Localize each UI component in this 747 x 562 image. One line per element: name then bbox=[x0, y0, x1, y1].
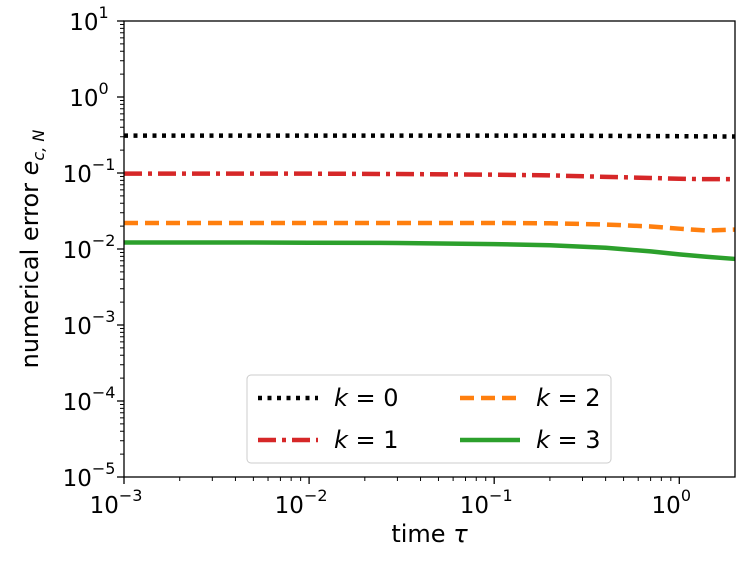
y-tick-label: 10−3 bbox=[63, 307, 116, 340]
legend-label-k0: k = 0 bbox=[334, 384, 399, 412]
legend: k = 0 k = 1 k = 2 k = 3 bbox=[246, 374, 612, 464]
legend-label-k3: k = 3 bbox=[536, 426, 601, 454]
series-line-k1 bbox=[124, 171, 735, 182]
series-line-k2 bbox=[124, 220, 736, 233]
y-tick-label: 10−4 bbox=[63, 383, 116, 416]
y-tick-label: 10−5 bbox=[63, 459, 116, 492]
x-tick-label: 10−2 bbox=[275, 486, 328, 519]
x-tick-label: 100 bbox=[652, 486, 691, 519]
y-axis-label: numerical error ec, N bbox=[16, 130, 48, 369]
y-tick-label: 101 bbox=[69, 3, 108, 36]
series-line-k3 bbox=[124, 240, 736, 262]
y-tick-label: 10−1 bbox=[63, 155, 116, 188]
legend-label-k1: k = 1 bbox=[334, 426, 399, 454]
tick-layer: 10−3 10−2 10−1 100 10−5 10−4 10−3 10−2 10−1 100 10… bbox=[63, 3, 691, 519]
y-tick-label: 10−2 bbox=[63, 231, 116, 264]
legend-label-k2: k = 2 bbox=[536, 384, 601, 412]
x-axis-label: time τ bbox=[391, 520, 468, 548]
x-tick-label: 10−3 bbox=[90, 486, 143, 519]
series-line-k0 bbox=[124, 133, 736, 139]
x-tick-label: 10−1 bbox=[460, 486, 513, 519]
series-layer bbox=[124, 133, 736, 262]
y-tick-label: 100 bbox=[69, 79, 108, 112]
